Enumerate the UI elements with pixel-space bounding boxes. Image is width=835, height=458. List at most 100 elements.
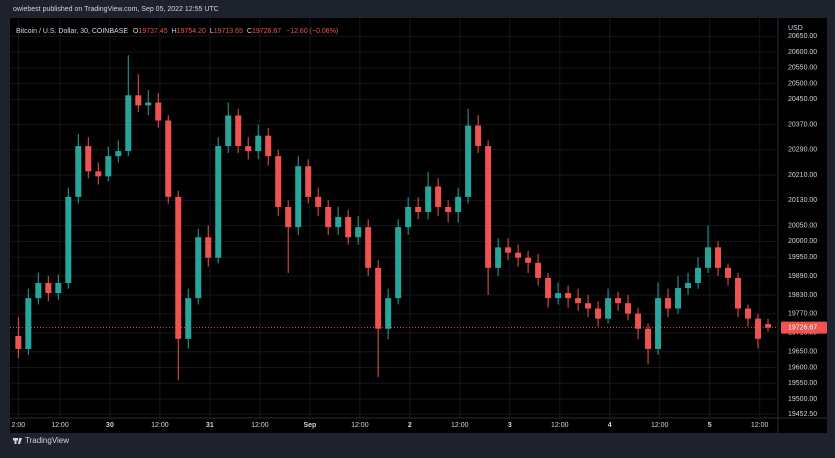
candle-body <box>605 298 612 319</box>
candle-body <box>555 293 562 299</box>
candle-body <box>665 298 672 309</box>
candle-body <box>495 247 502 268</box>
y-tick-label: 19500.00 <box>788 396 817 403</box>
legend-value: 19754.20 <box>177 28 206 35</box>
candle-body <box>45 282 52 294</box>
candle-body <box>35 282 42 299</box>
footer-brand: TradingView <box>25 436 69 445</box>
candle-body <box>715 247 722 268</box>
legend-value: 19713.65 <box>214 28 243 35</box>
candle-body <box>325 206 332 228</box>
candle-body <box>85 146 92 172</box>
x-tick-label: Sep <box>303 422 316 429</box>
candle-body <box>235 115 242 147</box>
candle-body <box>635 313 642 329</box>
y-tick-label: 20370.00 <box>788 121 817 128</box>
candle-body <box>395 227 402 299</box>
candle-body <box>355 227 362 238</box>
candle-body <box>735 277 742 309</box>
candle-body <box>125 95 132 152</box>
y-axis-label: USD <box>788 25 803 32</box>
candle-body <box>55 282 62 294</box>
y-tick-label: 20290.00 <box>788 147 817 154</box>
candle-body <box>315 196 322 207</box>
candle-body <box>275 156 282 207</box>
y-tick-label: 20550.00 <box>788 65 817 72</box>
candle-body <box>475 125 482 147</box>
candle-body <box>625 303 632 314</box>
x-tick-label: 12:00 <box>251 422 269 429</box>
x-tick-label: 2 <box>408 422 412 429</box>
candle-body <box>455 196 462 213</box>
candle-body <box>215 146 222 258</box>
candle-body <box>205 237 212 258</box>
candle-body <box>175 196 182 339</box>
y-tick-label: 19950.00 <box>788 254 817 261</box>
candle-body <box>515 252 522 258</box>
legend-value: 19726.67 <box>252 28 281 35</box>
candle-body <box>105 156 112 177</box>
x-tick-label: 12:00 <box>551 422 569 429</box>
publisher-header: owiebest published on TradingView.com, S… <box>13 6 219 13</box>
candle-body <box>305 166 312 197</box>
x-tick-label: 12:00 <box>651 422 669 429</box>
y-tick-label: 20210.00 <box>788 172 817 179</box>
y-tick-label: 19770.00 <box>788 311 817 318</box>
y-tick-label: 19650.00 <box>788 349 817 356</box>
candle-body <box>375 267 382 329</box>
candle-body <box>445 206 452 213</box>
y-tick-label: 20650.00 <box>788 33 817 40</box>
y-tick-label: 20600.00 <box>788 49 817 56</box>
candle-body <box>75 146 82 197</box>
last-price-box <box>781 321 827 334</box>
candle-body <box>485 146 492 268</box>
last-price-label: 19726.67 <box>788 324 817 331</box>
candle-body <box>65 196 72 283</box>
candle-body <box>595 308 602 319</box>
candle-body <box>25 298 32 349</box>
x-tick-label: 5 <box>708 422 712 429</box>
candle-body <box>535 262 542 278</box>
x-tick-label: 2:00 <box>12 422 26 429</box>
candle-body <box>295 166 302 228</box>
legend-key: C <box>247 28 252 35</box>
legend-key: L <box>210 28 214 35</box>
candle-body <box>465 125 472 197</box>
legend-key: O <box>133 28 139 35</box>
candle-body <box>115 151 122 157</box>
candle-body <box>95 171 102 177</box>
candle-body <box>415 206 422 213</box>
candle-body <box>685 282 692 289</box>
y-tick-label: 19452.50 <box>788 411 817 418</box>
legend-change: −12.60 (−0.06%) <box>286 28 338 35</box>
candle-body <box>675 288 682 309</box>
y-tick-label: 19830.00 <box>788 292 817 299</box>
legend-value: 19737.45 <box>138 28 167 35</box>
candle-body <box>255 135 262 152</box>
candle-body <box>705 247 712 268</box>
candle-body <box>165 120 172 197</box>
tradingview-logo <box>13 438 22 444</box>
x-tick-label: 12:00 <box>751 422 769 429</box>
candle-body <box>725 267 732 278</box>
candle-body <box>195 237 202 299</box>
y-tick-label: 19550.00 <box>788 380 817 387</box>
x-tick-label: 3 <box>508 422 512 429</box>
candle-body <box>265 135 272 157</box>
candle-body <box>525 257 532 263</box>
candle-body <box>285 206 292 228</box>
x-tick-label: 30 <box>106 422 114 429</box>
candle-body <box>645 328 652 349</box>
legend: Bitcoin / U.S. Dollar, 30, COINBASE O197… <box>16 28 338 35</box>
candle-body <box>615 298 622 304</box>
legend-symbol: Bitcoin / U.S. Dollar, 30, COINBASE <box>16 28 128 35</box>
candle-body <box>765 324 772 328</box>
candles <box>10 55 778 381</box>
y-tick-label: 19600.00 <box>788 364 817 371</box>
x-tick-label: 12:00 <box>51 422 69 429</box>
candle-body <box>505 247 512 253</box>
candle-body <box>345 217 352 238</box>
candle-body <box>585 303 592 309</box>
candle-body <box>225 115 232 147</box>
y-tick-label: 20450.00 <box>788 96 817 103</box>
